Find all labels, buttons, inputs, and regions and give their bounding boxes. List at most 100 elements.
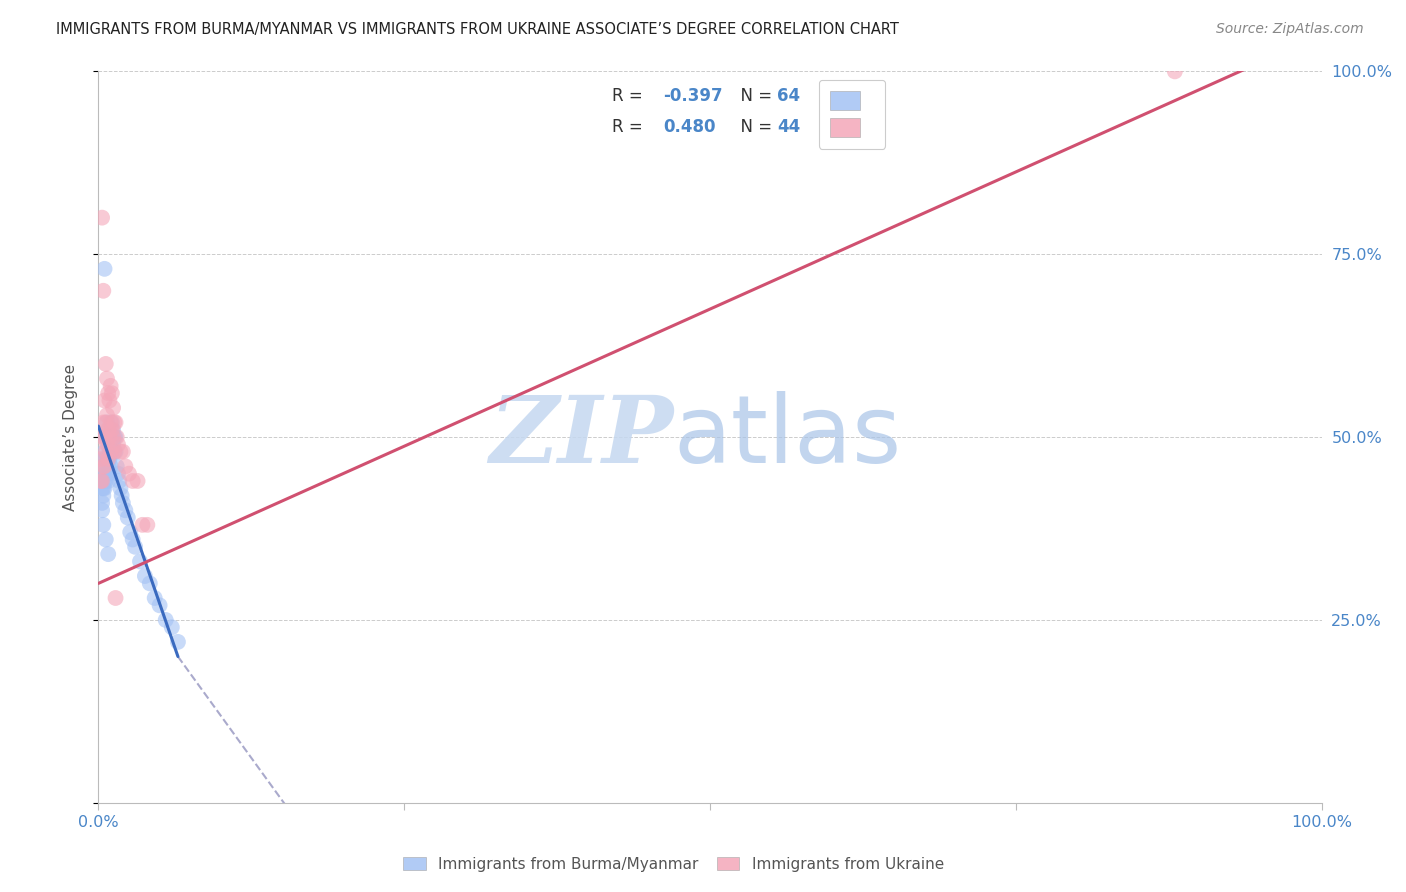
Point: [101, 437, 124, 451]
Point: [97, 459, 120, 474]
Point: [94, 459, 117, 474]
Point: [114, 503, 136, 517]
Point: [107, 467, 129, 481]
Point: [127, 474, 149, 488]
Point: [97, 452, 120, 467]
Point: [91, 503, 114, 517]
Point: [96, 408, 118, 422]
Point: [110, 444, 132, 458]
Point: [96, 371, 118, 385]
Point: [91, 496, 114, 510]
Point: [104, 444, 127, 458]
Point: [101, 423, 124, 437]
Text: atlas: atlas: [673, 391, 901, 483]
Point: [103, 416, 125, 430]
Text: N =: N =: [730, 87, 778, 105]
Point: [101, 444, 124, 458]
Point: [101, 423, 124, 437]
Point: [94, 474, 117, 488]
Text: 44: 44: [778, 118, 800, 136]
Point: [118, 467, 141, 481]
Point: [100, 416, 122, 430]
Text: R =: R =: [612, 118, 654, 136]
Point: [103, 444, 125, 458]
Point: [104, 591, 127, 605]
Point: [103, 430, 125, 444]
Point: [97, 452, 120, 467]
Point: [91, 481, 114, 495]
Point: [131, 517, 153, 532]
Point: [91, 459, 114, 474]
Point: [91, 481, 114, 495]
Point: [108, 474, 131, 488]
Point: [93, 459, 115, 474]
Point: [94, 416, 117, 430]
Point: [94, 430, 117, 444]
Text: -0.397: -0.397: [664, 87, 723, 105]
Text: IMMIGRANTS FROM BURMA/MYANMAR VS IMMIGRANTS FROM UKRAINE ASSOCIATE’S DEGREE CORR: IMMIGRANTS FROM BURMA/MYANMAR VS IMMIGRA…: [56, 22, 898, 37]
Text: 64: 64: [778, 87, 800, 105]
Point: [91, 416, 114, 430]
Point: [124, 540, 146, 554]
Point: [111, 444, 134, 458]
Point: [100, 444, 122, 458]
Point: [93, 481, 115, 495]
Point: [98, 393, 121, 408]
Point: [139, 576, 162, 591]
Point: [101, 430, 124, 444]
Point: [111, 489, 134, 503]
Point: [121, 533, 143, 547]
Point: [90, 474, 112, 488]
Text: R =: R =: [612, 87, 648, 105]
Legend: Immigrants from Burma/Myanmar, Immigrants from Ukraine: Immigrants from Burma/Myanmar, Immigrant…: [395, 849, 952, 880]
Point: [94, 357, 117, 371]
Point: [101, 386, 124, 401]
Point: [101, 401, 124, 415]
Point: [93, 393, 115, 408]
Point: [155, 613, 177, 627]
Text: N =: N =: [730, 118, 778, 136]
Point: [105, 430, 128, 444]
Point: [98, 452, 121, 467]
Point: [1164, 64, 1187, 78]
Point: [160, 620, 183, 634]
Y-axis label: Associate’s Degree: Associate’s Degree: [63, 364, 77, 510]
Point: [98, 467, 121, 481]
Point: [91, 284, 114, 298]
Point: [97, 474, 120, 488]
Point: [96, 437, 118, 451]
Point: [91, 489, 114, 503]
Point: [100, 430, 122, 444]
Point: [111, 496, 134, 510]
Point: [143, 591, 166, 605]
Point: [100, 459, 122, 474]
Text: Source: ZipAtlas.com: Source: ZipAtlas.com: [1216, 22, 1364, 37]
Point: [97, 386, 120, 401]
Point: [97, 437, 120, 451]
Point: [98, 430, 121, 444]
Point: [104, 430, 127, 444]
Point: [103, 444, 125, 458]
Point: [91, 517, 114, 532]
Point: [90, 474, 112, 488]
Point: [117, 510, 139, 524]
Point: [97, 423, 120, 437]
Point: [93, 430, 115, 444]
Point: [91, 211, 114, 225]
Point: [94, 533, 117, 547]
Point: [107, 437, 129, 451]
Point: [90, 452, 112, 467]
Point: [93, 467, 115, 481]
Point: [100, 444, 122, 458]
Point: [149, 599, 172, 613]
Point: [98, 430, 121, 444]
Point: [93, 452, 115, 467]
Point: [101, 430, 124, 444]
Point: [98, 444, 121, 458]
Point: [96, 452, 118, 467]
Text: 0.480: 0.480: [664, 118, 716, 136]
Point: [167, 635, 190, 649]
Point: [110, 481, 132, 495]
Point: [91, 459, 114, 474]
Point: [136, 517, 159, 532]
